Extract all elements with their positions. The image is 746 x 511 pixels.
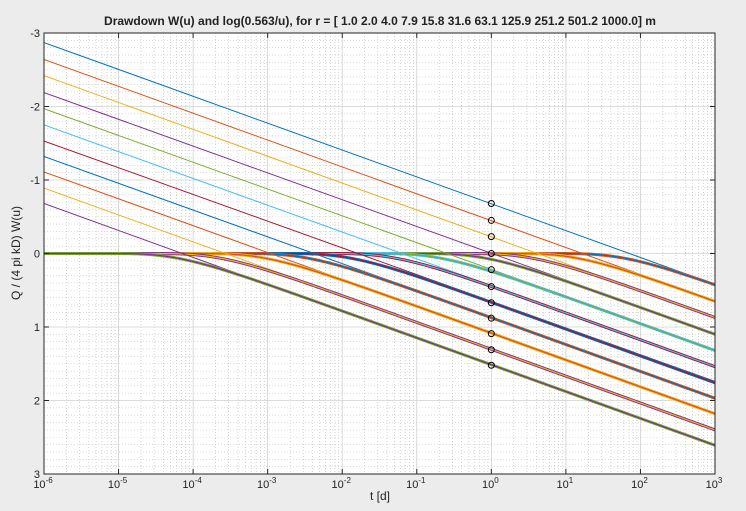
data-marker	[487, 200, 495, 208]
x-tick-label: 10-4	[182, 476, 202, 491]
x-tick-label: 10-5	[108, 476, 128, 491]
data-marker	[487, 346, 495, 354]
data-marker	[487, 361, 495, 369]
markers	[487, 200, 495, 369]
x-tick-label: 100	[482, 476, 499, 491]
x-tick-label: 10-1	[406, 476, 426, 491]
data-marker	[487, 250, 495, 257]
y-tick-label: 2	[34, 396, 40, 408]
log-approx-line	[44, 58, 715, 302]
y-tick-label: 0	[34, 249, 40, 261]
data-marker	[487, 330, 495, 338]
minor-grid	[44, 33, 715, 474]
x-axis-label: t [d]	[370, 489, 390, 503]
x-tick-label: 101	[557, 476, 574, 491]
data-marker	[487, 283, 495, 291]
y-axis-label: Q / (4 pi kD) W(u)	[9, 206, 23, 300]
data-marker	[487, 314, 495, 322]
data-marker	[487, 233, 495, 241]
y-tick-label: 1	[34, 322, 40, 334]
x-tick-label: 103	[706, 476, 723, 491]
y-tick-label: -1	[30, 175, 40, 187]
chart-title: Drawdown W(u) and log(0.563/u), for r = …	[104, 14, 656, 28]
x-tick-label: 10-3	[257, 476, 277, 491]
data-marker	[487, 266, 495, 274]
y-axis-ticks: -3 -2 -1 0 1 2 3	[30, 28, 715, 481]
data-lines	[44, 42, 715, 447]
y-tick-label: 3	[34, 469, 40, 481]
x-tick-label: 102	[631, 476, 648, 491]
well-function-curve-inner	[44, 252, 715, 446]
well-function-curve-inner	[44, 252, 715, 431]
x-tick-label: 10-2	[332, 476, 352, 491]
y-tick-label: -2	[30, 102, 40, 114]
y-tick-label: -3	[30, 28, 40, 40]
data-marker	[487, 299, 495, 307]
data-marker	[487, 216, 495, 224]
log-approx-line	[44, 42, 715, 285]
